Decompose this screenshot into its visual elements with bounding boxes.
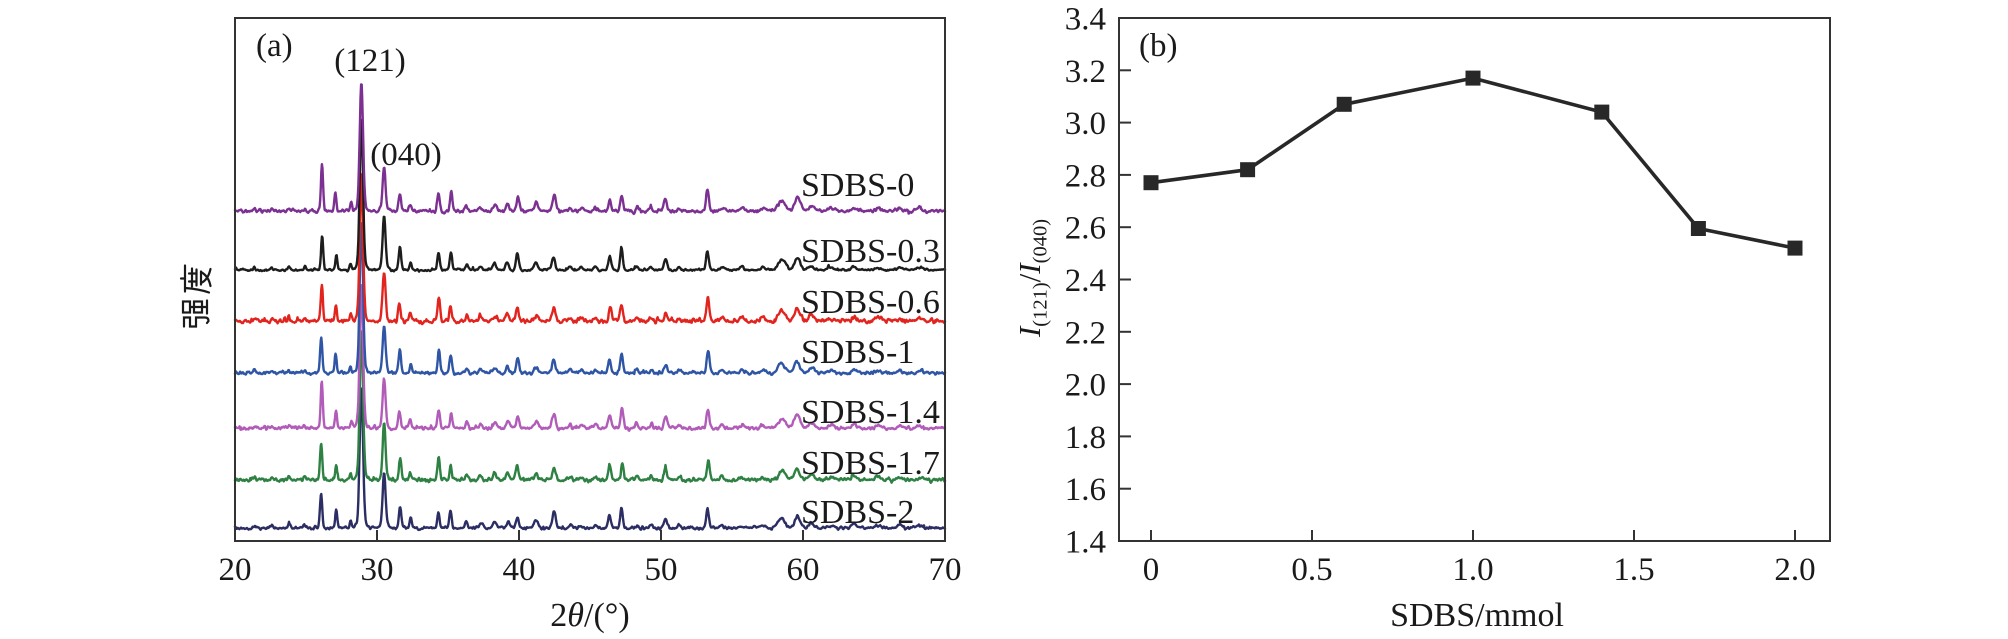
svg-text:SDBS-1.7: SDBS-1.7: [801, 445, 940, 482]
svg-text:3.4: 3.4: [1065, 2, 1106, 38]
svg-text:3.0: 3.0: [1065, 106, 1106, 142]
svg-text:3.2: 3.2: [1065, 54, 1106, 90]
svg-text:SDBS-0.6: SDBS-0.6: [801, 284, 940, 321]
svg-text:SDBS-0: SDBS-0: [801, 167, 914, 204]
svg-text:60: 60: [787, 552, 820, 588]
svg-text:0.5: 0.5: [1291, 552, 1332, 588]
svg-text:1.5: 1.5: [1613, 552, 1654, 588]
svg-text:SDBS-1: SDBS-1: [801, 334, 914, 371]
svg-text:SDBS/mmol: SDBS/mmol: [1390, 597, 1564, 634]
svg-text:70: 70: [929, 552, 962, 588]
svg-text:50: 50: [645, 552, 678, 588]
svg-text:30: 30: [361, 552, 394, 588]
svg-text:(121): (121): [334, 43, 405, 79]
svg-text:(a): (a): [256, 28, 293, 64]
svg-text:40: 40: [503, 552, 536, 588]
svg-text:2.2: 2.2: [1065, 315, 1106, 351]
svg-text:2.8: 2.8: [1065, 158, 1106, 194]
svg-text:(b): (b): [1139, 28, 1177, 64]
svg-text:1.4: 1.4: [1065, 525, 1106, 561]
svg-text:SDBS-1.4: SDBS-1.4: [801, 394, 940, 431]
svg-text:20: 20: [219, 552, 252, 588]
svg-text:2.6: 2.6: [1065, 211, 1106, 247]
svg-text:2.0: 2.0: [1065, 368, 1106, 404]
svg-text:I(121)/I(040): I(121)/I(040): [1012, 219, 1052, 338]
svg-text:2.4: 2.4: [1065, 263, 1106, 299]
svg-text:0: 0: [1143, 552, 1160, 588]
svg-text:2.0: 2.0: [1774, 552, 1815, 588]
svg-text:SDBS-2: SDBS-2: [801, 494, 914, 531]
svg-text:1.6: 1.6: [1065, 472, 1106, 508]
svg-text:2θ/(°): 2θ/(°): [550, 597, 629, 634]
svg-text:1.8: 1.8: [1065, 420, 1106, 456]
svg-text:(040): (040): [370, 137, 441, 173]
svg-text:SDBS-0.3: SDBS-0.3: [801, 233, 940, 270]
svg-text:1.0: 1.0: [1452, 552, 1493, 588]
